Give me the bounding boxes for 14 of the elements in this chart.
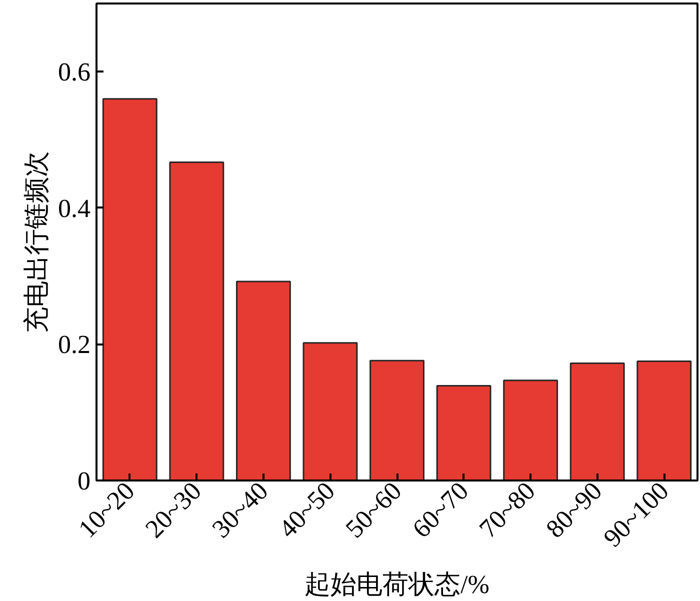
bar: [236, 280, 291, 480]
bar: [636, 360, 692, 480]
bar: [302, 342, 358, 480]
bar: [570, 362, 625, 480]
bar: [102, 98, 158, 480]
y-axis-title: 充电出行链频次: [22, 151, 51, 333]
y-tick-label: 0.2: [58, 330, 90, 360]
bar: [370, 360, 424, 480]
y-tick-label: 0.4: [58, 194, 90, 223]
bar: [503, 380, 558, 480]
bar: [436, 385, 492, 480]
y-tick-label: 0.6: [58, 58, 90, 87]
x-axis-title: 起始电荷状态/%: [304, 570, 490, 599]
bar: [169, 162, 224, 480]
